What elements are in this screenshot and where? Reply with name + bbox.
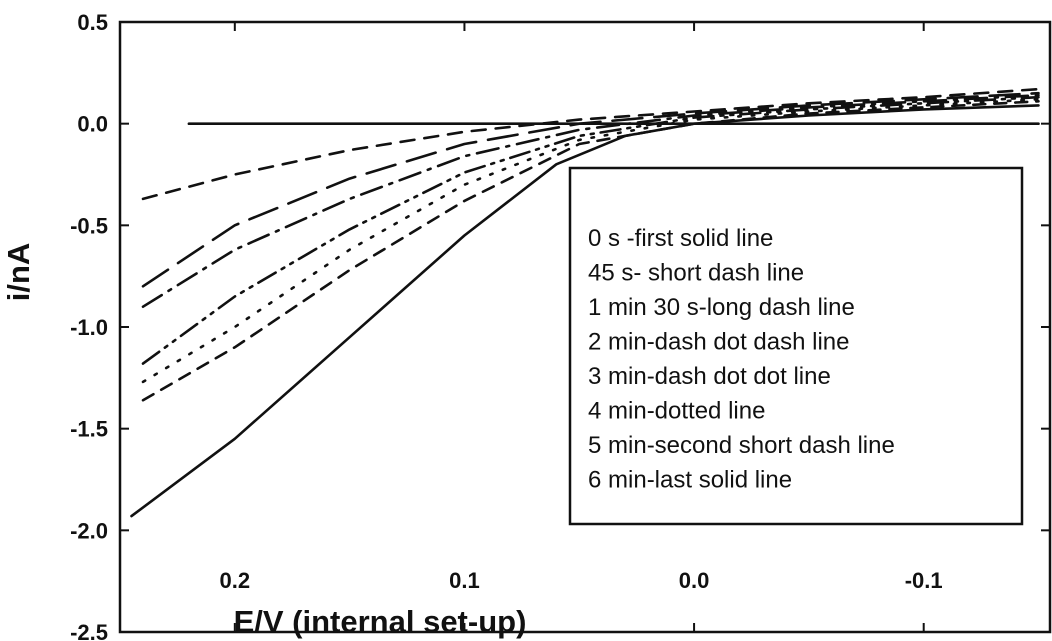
legend-entry: 5 min-second short dash line [588,432,895,459]
series-line-3 [141,91,1040,288]
x-tick-label: -0.1 [905,568,943,593]
y-axis-title: i/nA [1,243,36,302]
legend-entry: 4 min-dotted line [588,398,765,425]
series-line-2 [141,87,1040,201]
axes-layer: 0.5 0.0 -0.5 -1.0 -1.5 -2.0 -2.5 0.2 0.1 0.0 -0.1 E… [1,10,1052,641]
x-tick-label: 0.0 [679,568,710,593]
series-line-8 [130,104,1040,518]
legend-entry: 6 min-last solid line [588,467,792,494]
y-tick-label: -2.0 [70,518,108,543]
y-tick-label: 0.5 [77,10,108,35]
series-layer [130,87,1040,518]
legend-entry: 45 s- short dash line [588,260,804,287]
series-line-4 [141,93,1040,309]
x-tick-label: 0.2 [220,568,251,593]
series-line-5 [141,95,1040,365]
legend-entry: 2 min-dash dot dash line [588,329,850,356]
y-tick-label: 0.0 [77,112,108,137]
legend-entry: 0 s -first solid line [588,225,773,252]
legend-box [568,166,1024,526]
y-tick-label: -1.5 [70,417,108,442]
series-line-6 [141,98,1040,384]
x-tick-label: 0.1 [449,568,480,593]
legend-entry: 3 min-dash dot dot line [588,363,831,390]
y-tick-label: -1.0 [70,315,108,340]
legend: 0 s -first solid line 45 s- short dash li… [568,166,1024,526]
legend-entry: 1 min 30 s-long dash line [588,294,855,321]
x-axis-title: E/V (internal set-up) [234,604,527,639]
y-tick-label: -0.5 [70,213,108,238]
series-line-7 [141,100,1040,402]
y-tick-label: -2.5 [70,620,108,641]
